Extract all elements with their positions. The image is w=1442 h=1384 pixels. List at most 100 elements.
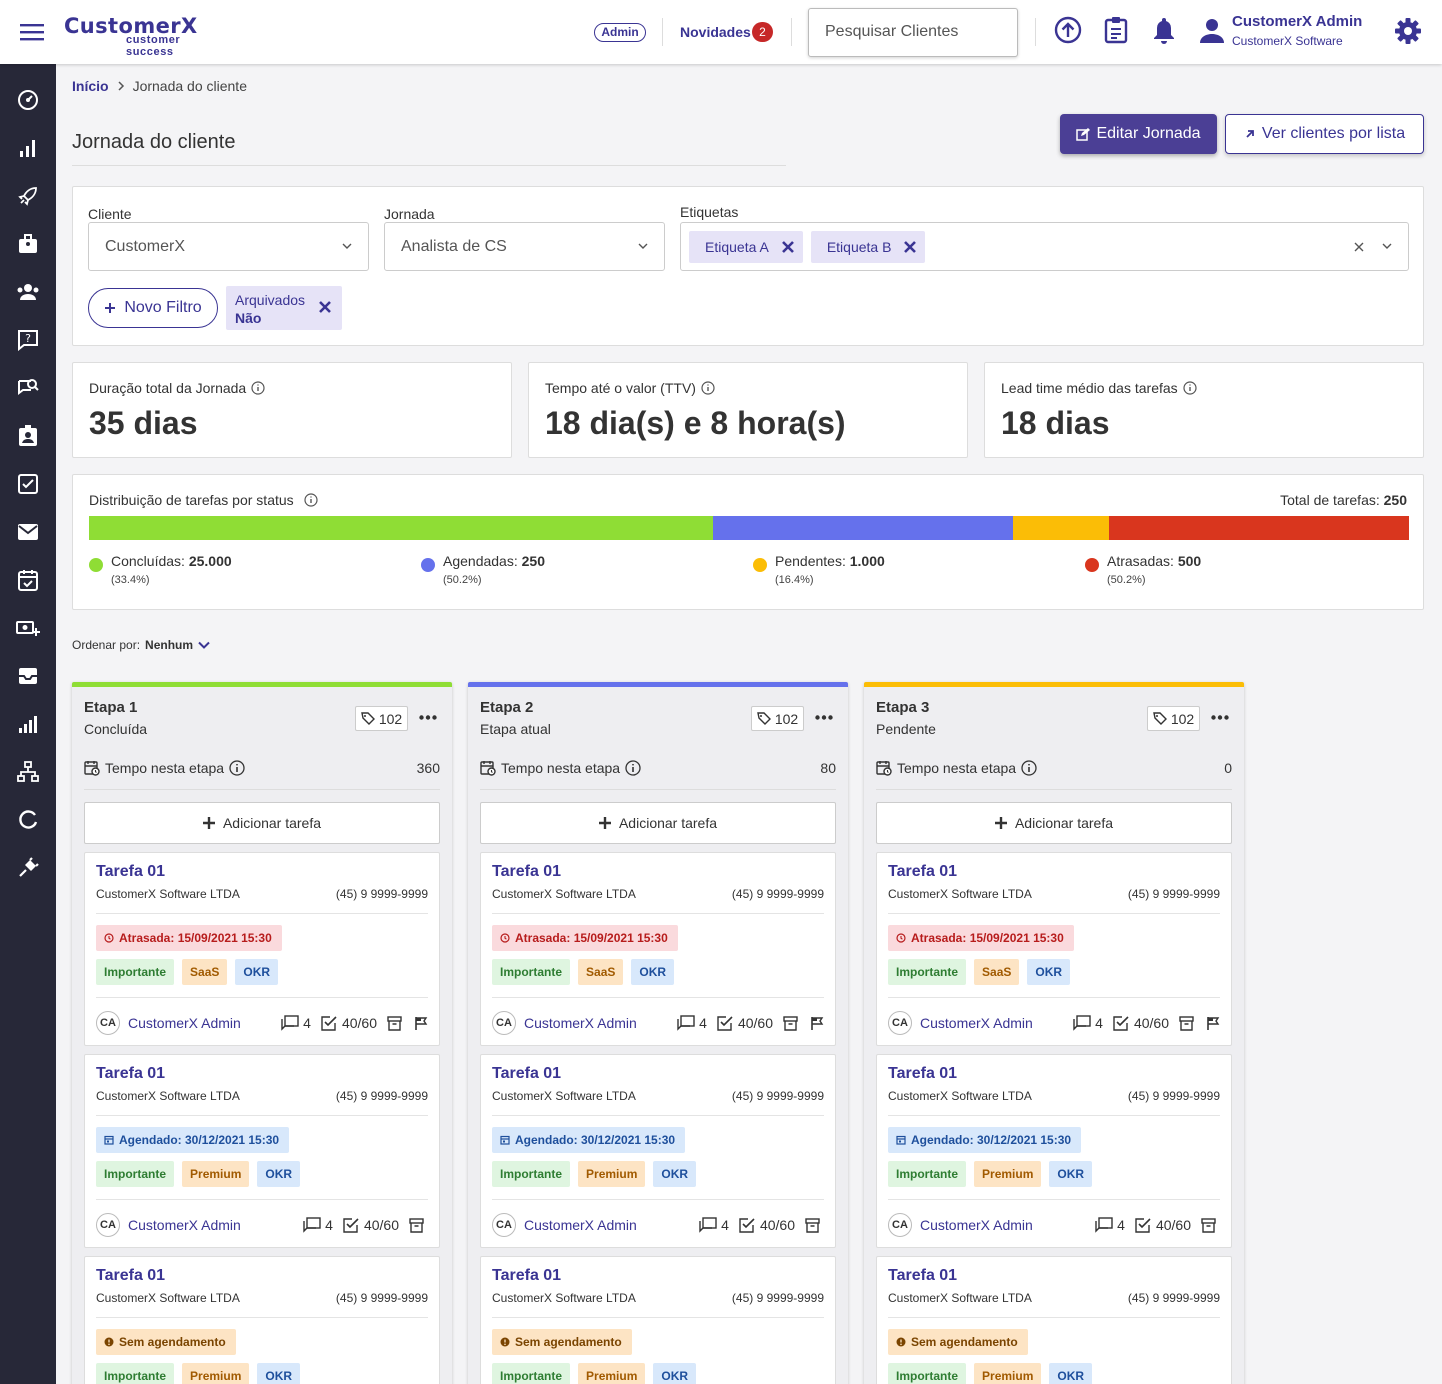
remove-tag-icon[interactable]: [903, 240, 917, 254]
task-owner[interactable]: CustomerX Admin: [920, 1015, 1033, 1031]
mail-icon[interactable]: [16, 520, 40, 544]
rocket-icon[interactable]: [16, 184, 40, 208]
news-link[interactable]: Novidades: [680, 24, 751, 40]
task-card[interactable]: Tarefa 01 CustomerX Software LTDA (45) 9…: [480, 1054, 836, 1248]
add-task-button[interactable]: Adicionar tarefa: [480, 802, 836, 844]
task-card[interactable]: Tarefa 01 CustomerX Software LTDA (45) 9…: [876, 852, 1232, 1046]
archived-filter-chip[interactable]: Arquivados Não: [226, 286, 342, 330]
calendar-check-icon[interactable]: [16, 568, 40, 592]
more-options-icon[interactable]: [419, 715, 437, 720]
archive-icon[interactable]: [805, 1217, 820, 1233]
task-card[interactable]: Tarefa 01 CustomerX Software LTDA (45) 9…: [480, 852, 836, 1046]
task-owner[interactable]: CustomerX Admin: [128, 1217, 241, 1233]
info-icon[interactable]: [625, 760, 641, 776]
refresh-icon[interactable]: [16, 808, 40, 832]
help-chat-icon[interactable]: ?: [16, 328, 40, 352]
tags-select[interactable]: Etiqueta A Etiqueta B: [680, 222, 1409, 271]
info-icon[interactable]: [1021, 760, 1037, 776]
info-icon[interactable]: [229, 760, 245, 776]
comments-icon[interactable]: [677, 1015, 695, 1031]
task-title[interactable]: Tarefa 01: [888, 1267, 958, 1284]
info-icon[interactable]: [251, 381, 265, 395]
archive-icon[interactable]: [387, 1015, 402, 1031]
contact-badge-icon[interactable]: [16, 424, 40, 448]
breadcrumb-home[interactable]: Início: [72, 78, 109, 94]
client-select[interactable]: CustomerX: [88, 222, 369, 271]
stage-task-count[interactable]: 102: [355, 706, 408, 731]
archive-icon[interactable]: [783, 1015, 798, 1031]
more-options-icon[interactable]: [815, 715, 833, 720]
comments-icon[interactable]: [281, 1015, 299, 1031]
avatar[interactable]: CA: [888, 1011, 912, 1035]
checklist-icon[interactable]: [1113, 1015, 1130, 1031]
archive-icon[interactable]: [409, 1217, 424, 1233]
flag-icon[interactable]: [810, 1016, 824, 1031]
sort-control[interactable]: Ordenar por: Nenhum: [72, 638, 210, 652]
task-owner[interactable]: CustomerX Admin: [524, 1015, 637, 1031]
task-card[interactable]: Tarefa 01 CustomerX Software LTDA (45) 9…: [84, 1054, 440, 1248]
task-title[interactable]: Tarefa 01: [96, 1267, 166, 1284]
clear-icon[interactable]: [1354, 242, 1364, 252]
add-task-button[interactable]: Adicionar tarefa: [84, 802, 440, 844]
upload-icon[interactable]: [1054, 16, 1082, 44]
chevron-down-icon[interactable]: [1382, 242, 1392, 250]
checklist-icon[interactable]: [16, 472, 40, 496]
task-title[interactable]: Tarefa 01: [888, 1065, 958, 1082]
stage-task-count[interactable]: 102: [1147, 706, 1200, 731]
view-list-button[interactable]: Ver clientes por lista: [1225, 114, 1424, 154]
task-card[interactable]: Tarefa 01 CustomerX Software LTDA (45) 9…: [84, 852, 440, 1046]
task-owner[interactable]: CustomerX Admin: [128, 1015, 241, 1031]
task-owner[interactable]: CustomerX Admin: [524, 1217, 637, 1233]
flag-icon[interactable]: [414, 1016, 428, 1031]
analytics-icon[interactable]: [16, 712, 40, 736]
task-card[interactable]: Tarefa 01 CustomerX Software LTDA (45) 9…: [84, 1256, 440, 1384]
add-task-button[interactable]: Adicionar tarefa: [876, 802, 1232, 844]
more-options-icon[interactable]: [1211, 715, 1229, 720]
task-card[interactable]: Tarefa 01 CustomerX Software LTDA (45) 9…: [480, 1256, 836, 1384]
user-icon[interactable]: [1199, 18, 1225, 44]
plug-icon[interactable]: [16, 856, 40, 880]
chart-icon[interactable]: [16, 136, 40, 160]
task-title[interactable]: Tarefa 01: [96, 1065, 166, 1082]
task-title[interactable]: Tarefa 01: [492, 1267, 562, 1284]
gear-icon[interactable]: [1394, 17, 1422, 45]
info-icon[interactable]: [701, 381, 715, 395]
comments-icon[interactable]: [1095, 1217, 1113, 1233]
inbox-icon[interactable]: [16, 664, 40, 688]
avatar[interactable]: CA: [96, 1011, 120, 1035]
checklist-icon[interactable]: [343, 1217, 360, 1233]
menu-icon[interactable]: [20, 23, 44, 41]
task-owner[interactable]: CustomerX Admin: [920, 1217, 1033, 1233]
task-title[interactable]: Tarefa 01: [888, 863, 958, 880]
info-icon[interactable]: [304, 493, 318, 507]
stage-task-count[interactable]: 102: [751, 706, 804, 731]
remove-filter-icon[interactable]: [318, 300, 332, 314]
archive-icon[interactable]: [1179, 1015, 1194, 1031]
briefcase-icon[interactable]: [16, 232, 40, 256]
task-card[interactable]: Tarefa 01 CustomerX Software LTDA (45) 9…: [876, 1256, 1232, 1384]
task-card[interactable]: Tarefa 01 CustomerX Software LTDA (45) 9…: [876, 1054, 1232, 1248]
journey-select[interactable]: Analista de CS: [384, 222, 665, 271]
checklist-icon[interactable]: [717, 1015, 734, 1031]
money-add-icon[interactable]: [16, 616, 40, 640]
checklist-icon[interactable]: [1135, 1217, 1152, 1233]
bell-icon[interactable]: [1152, 16, 1176, 44]
new-filter-button[interactable]: Novo Filtro: [88, 288, 218, 328]
dashboard-icon[interactable]: [16, 88, 40, 112]
users-icon[interactable]: [16, 280, 40, 304]
flag-icon[interactable]: [1206, 1016, 1220, 1031]
checklist-icon[interactable]: [739, 1217, 756, 1233]
edit-journey-button[interactable]: Editar Jornada: [1060, 114, 1217, 154]
task-title[interactable]: Tarefa 01: [492, 863, 562, 880]
avatar[interactable]: CA: [492, 1011, 516, 1035]
avatar[interactable]: CA: [492, 1213, 516, 1237]
info-icon[interactable]: [1183, 381, 1197, 395]
hierarchy-icon[interactable]: [16, 760, 40, 784]
comments-icon[interactable]: [303, 1217, 321, 1233]
chat-search-icon[interactable]: [16, 376, 40, 400]
avatar[interactable]: CA: [96, 1213, 120, 1237]
archive-icon[interactable]: [1201, 1217, 1216, 1233]
comments-icon[interactable]: [699, 1217, 717, 1233]
user-name[interactable]: CustomerX Admin: [1232, 13, 1363, 30]
avatar[interactable]: CA: [888, 1213, 912, 1237]
